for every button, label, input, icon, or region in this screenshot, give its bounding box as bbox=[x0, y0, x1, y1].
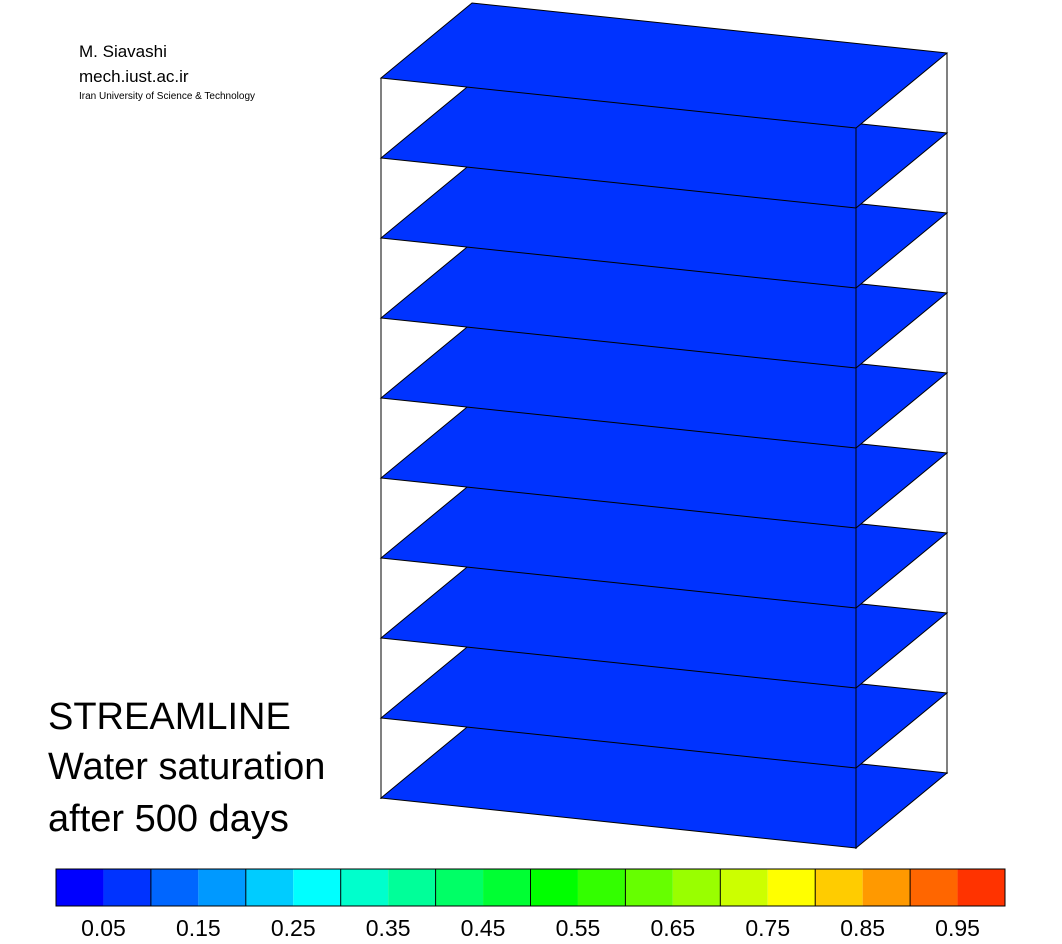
box-front-edges bbox=[380, 78, 857, 849]
saturation-layer bbox=[379, 322, 949, 449]
colorbar-tick-label: 0.25 bbox=[271, 915, 316, 941]
colorbar-swatch bbox=[198, 869, 246, 906]
colorbar-swatch bbox=[435, 869, 484, 906]
saturation-layer bbox=[379, 82, 949, 209]
author-organization: Iran University of Science & Technology bbox=[79, 91, 256, 102]
colorbar-frame bbox=[55, 868, 1006, 907]
colorbar-swatch bbox=[910, 869, 958, 906]
saturation-layer bbox=[379, 162, 949, 289]
colorbar-swatch bbox=[56, 869, 104, 906]
colorbar-swatch bbox=[625, 869, 673, 906]
author-name: M. Siavashi bbox=[79, 42, 167, 61]
caption-variable: Water saturation bbox=[48, 746, 326, 788]
saturation-layer bbox=[379, 242, 949, 369]
colorbar-swatch bbox=[388, 869, 436, 906]
colorbar-swatch bbox=[245, 869, 294, 906]
colorbar-swatch bbox=[672, 869, 721, 906]
colorbar-swatch bbox=[530, 869, 578, 906]
colorbar-swatch bbox=[815, 869, 863, 906]
colorbar bbox=[55, 868, 1006, 907]
colorbar-swatch bbox=[862, 869, 911, 906]
colorbar-tick-label: 0.85 bbox=[840, 915, 885, 941]
colorbar-tick-label: 0.45 bbox=[461, 915, 506, 941]
colorbar-swatch bbox=[957, 869, 1005, 906]
colorbar-swatch bbox=[720, 869, 768, 906]
saturation-layer bbox=[379, 482, 949, 609]
colorbar-tick-label: 0.75 bbox=[745, 915, 790, 941]
saturation-layer bbox=[379, 2, 949, 129]
author-website: mech.iust.ac.ir bbox=[79, 67, 189, 86]
colorbar-swatch bbox=[340, 869, 389, 906]
saturation-layers bbox=[379, 2, 949, 849]
saturation-layer bbox=[379, 562, 949, 689]
colorbar-swatch bbox=[577, 869, 626, 906]
caption-time: after 500 days bbox=[48, 798, 289, 840]
saturation-layer bbox=[379, 402, 949, 529]
saturation-layer bbox=[379, 642, 949, 769]
colorbar-tick-label: 0.05 bbox=[81, 915, 126, 941]
colorbar-swatch bbox=[150, 869, 199, 906]
colorbar-swatch bbox=[767, 869, 816, 906]
colorbar-swatch bbox=[103, 869, 151, 906]
colorbar-tick-label: 0.35 bbox=[366, 915, 411, 941]
colorbar-tick-label: 0.55 bbox=[556, 915, 601, 941]
colorbar-swatch bbox=[293, 869, 341, 906]
caption-method: STREAMLINE bbox=[48, 696, 291, 738]
colorbar-swatch bbox=[483, 869, 531, 906]
saturation-layer bbox=[379, 722, 949, 849]
colorbar-tick-label: 0.95 bbox=[935, 915, 980, 941]
colorbar-tick-labels: 0.05 0.15 0.25 0.35 0.45 0.55 0.65 0.75 0.85 0.95 bbox=[81, 915, 980, 941]
colorbar-tick-label: 0.15 bbox=[176, 915, 221, 941]
colorbar-tick-label: 0.65 bbox=[650, 915, 695, 941]
